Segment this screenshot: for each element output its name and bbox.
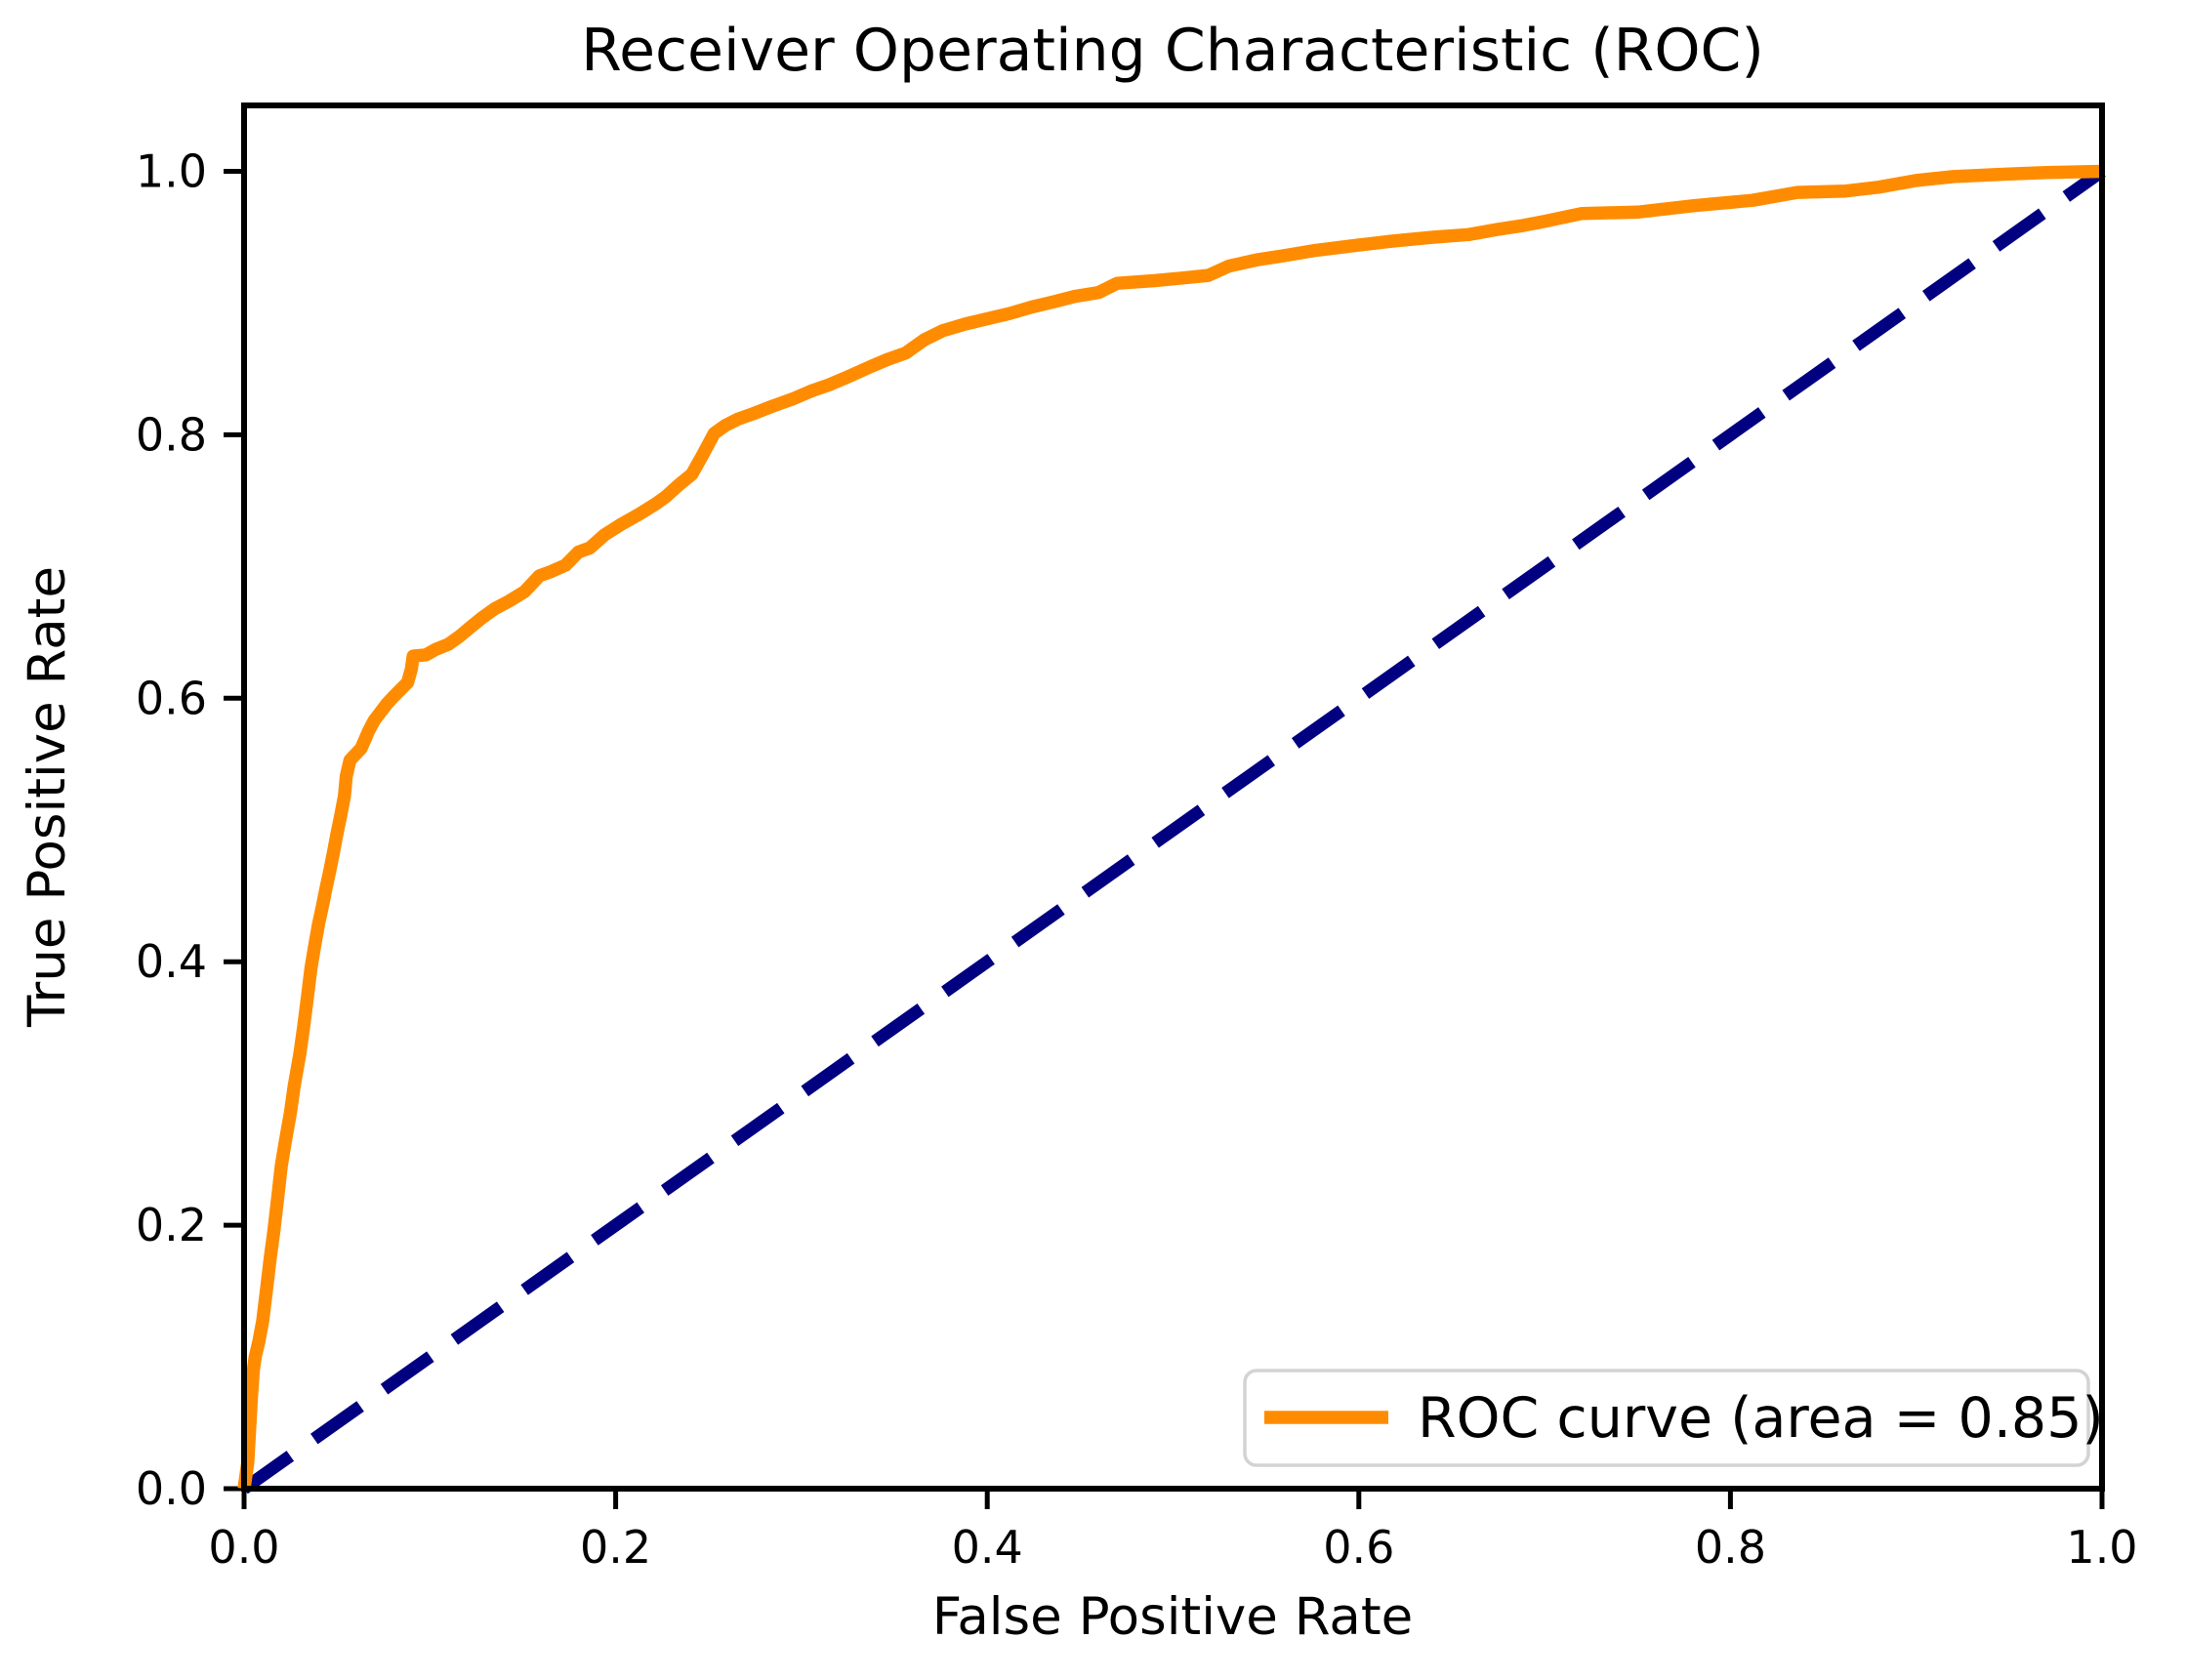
x-tick-label: 0.6 <box>1323 1521 1394 1574</box>
chart-title: Receiver Operating Characteristic (ROC) <box>581 17 1764 85</box>
y-axis-label: True Positive Rate <box>18 566 77 1028</box>
series-roc-curve <box>237 164 2103 1490</box>
y-tick-label: 1.0 <box>136 144 207 197</box>
x-tick-label: 0.4 <box>952 1521 1023 1574</box>
x-tick-label: 0.8 <box>1695 1521 1766 1574</box>
x-axis-label: False Positive Rate <box>932 1587 1414 1647</box>
y-tick-label: 0.6 <box>136 672 207 724</box>
x-tick-label: 1.0 <box>2066 1521 2137 1574</box>
plot-border <box>241 102 2105 1492</box>
y-tick-label: 0.4 <box>136 935 207 988</box>
series-chance-line <box>240 166 2106 1495</box>
legend-roc-label: ROC curve (area = 0.85) <box>1418 1386 2104 1451</box>
y-tick-label: 0.0 <box>136 1462 207 1515</box>
plot-area <box>244 105 2102 1489</box>
legend: ROC curve (area = 0.85) <box>1243 1369 2104 1467</box>
x-tick-label: 0.2 <box>580 1521 651 1574</box>
y-tick-label: 0.2 <box>136 1199 207 1251</box>
x-tick-label: 0.0 <box>208 1521 279 1574</box>
y-axis-ticks: 0.0 0.2 0.4 0.6 0.8 1.0 <box>136 144 244 1515</box>
y-tick-label: 0.8 <box>136 408 207 461</box>
chart-series <box>237 164 2106 1495</box>
x-axis-ticks: 0.0 0.2 0.4 0.6 0.8 1.0 <box>208 1489 2138 1574</box>
legend-box <box>1243 1369 2090 1467</box>
